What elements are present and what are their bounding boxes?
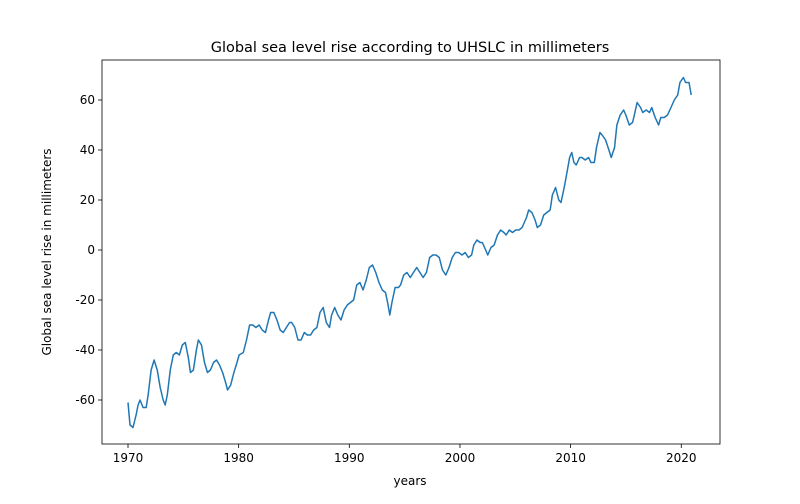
y-tick-label: -60 <box>75 393 95 407</box>
x-tick-label: 1970 <box>113 451 144 465</box>
x-tick-label: 2010 <box>555 451 586 465</box>
y-tick-label: 60 <box>80 93 95 107</box>
y-tick-label: 20 <box>80 193 95 207</box>
y-tick-label: 40 <box>80 143 95 157</box>
plot-frame <box>101 59 721 445</box>
y-axis-label: Global sea level rise in millimeters <box>40 148 54 355</box>
y-tick-label: 0 <box>87 243 95 257</box>
chart-title: Global sea level rise according to UHSLC… <box>211 40 610 56</box>
x-tick-label: 1980 <box>223 451 254 465</box>
y-tick-label: -20 <box>75 293 95 307</box>
x-tick-label: 2020 <box>666 451 697 465</box>
data-line <box>127 76 692 429</box>
x-tick-label: 2000 <box>445 451 476 465</box>
y-tick-label: -40 <box>75 343 95 357</box>
x-tick-label: 1990 <box>334 451 365 465</box>
x-axis-label: years <box>393 474 426 488</box>
